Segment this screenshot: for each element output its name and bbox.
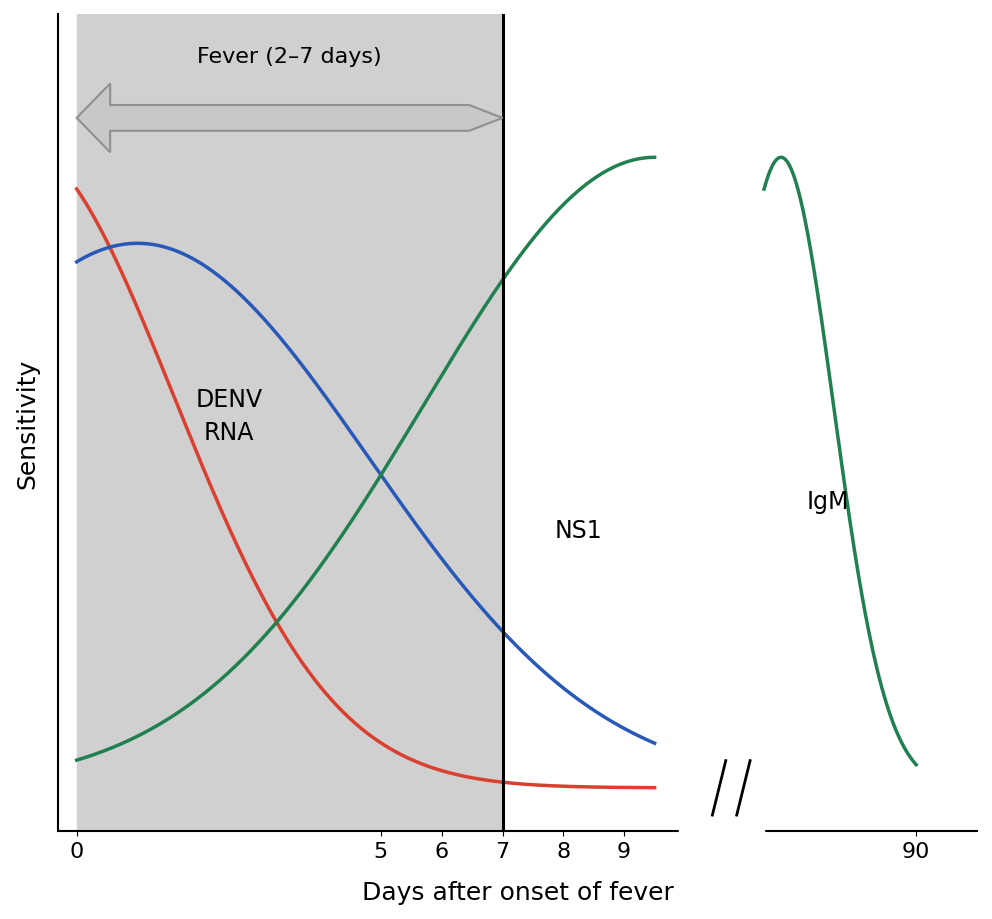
Y-axis label: Sensitivity: Sensitivity <box>15 357 39 488</box>
X-axis label: Days after onset of fever: Days after onset of fever <box>362 880 674 904</box>
Text: Fever (2–7 days): Fever (2–7 days) <box>197 47 382 66</box>
Text: DENV
RNA: DENV RNA <box>195 387 262 445</box>
Bar <box>76 15 503 831</box>
Bar <box>679 788 764 838</box>
Polygon shape <box>76 85 503 153</box>
Text: NS1: NS1 <box>555 518 602 542</box>
Text: IgM: IgM <box>806 490 849 514</box>
